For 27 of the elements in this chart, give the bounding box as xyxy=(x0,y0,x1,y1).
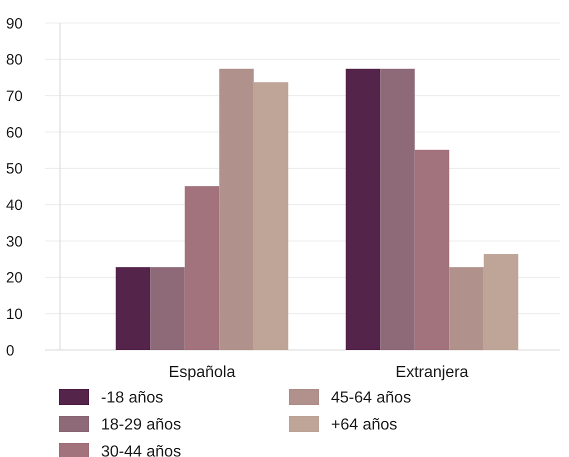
bar xyxy=(346,68,380,350)
x-tick-label: Extranjera xyxy=(396,364,469,381)
bar xyxy=(184,186,220,350)
legend-label: +64 años xyxy=(331,416,398,434)
y-tick-label: 70 xyxy=(6,88,23,105)
legend-label: -18 años xyxy=(101,390,164,407)
legend-label: 45-64 años xyxy=(331,390,412,407)
bar xyxy=(116,267,150,350)
legend-label: 30-44 años xyxy=(101,444,182,457)
y-tick-label: 90 xyxy=(6,15,23,32)
y-tick-label: 10 xyxy=(6,306,23,323)
legend-label: 18-29 años xyxy=(101,416,182,434)
y-tick-label: 20 xyxy=(6,270,23,287)
bar xyxy=(484,254,518,350)
y-tick-label: 40 xyxy=(6,196,23,214)
bar xyxy=(449,267,484,350)
bar xyxy=(414,150,450,350)
y-tick-label: 60 xyxy=(6,124,23,142)
x-tick-label: Española xyxy=(168,364,236,381)
y-tick-label: 80 xyxy=(6,52,23,69)
y-tick-label: 30 xyxy=(6,233,23,250)
y-tick-label: 0 xyxy=(6,342,14,360)
bar xyxy=(150,267,185,350)
bar xyxy=(380,68,415,350)
bar xyxy=(254,82,288,350)
y-tick-label: 50 xyxy=(6,160,23,178)
bar xyxy=(219,68,254,350)
